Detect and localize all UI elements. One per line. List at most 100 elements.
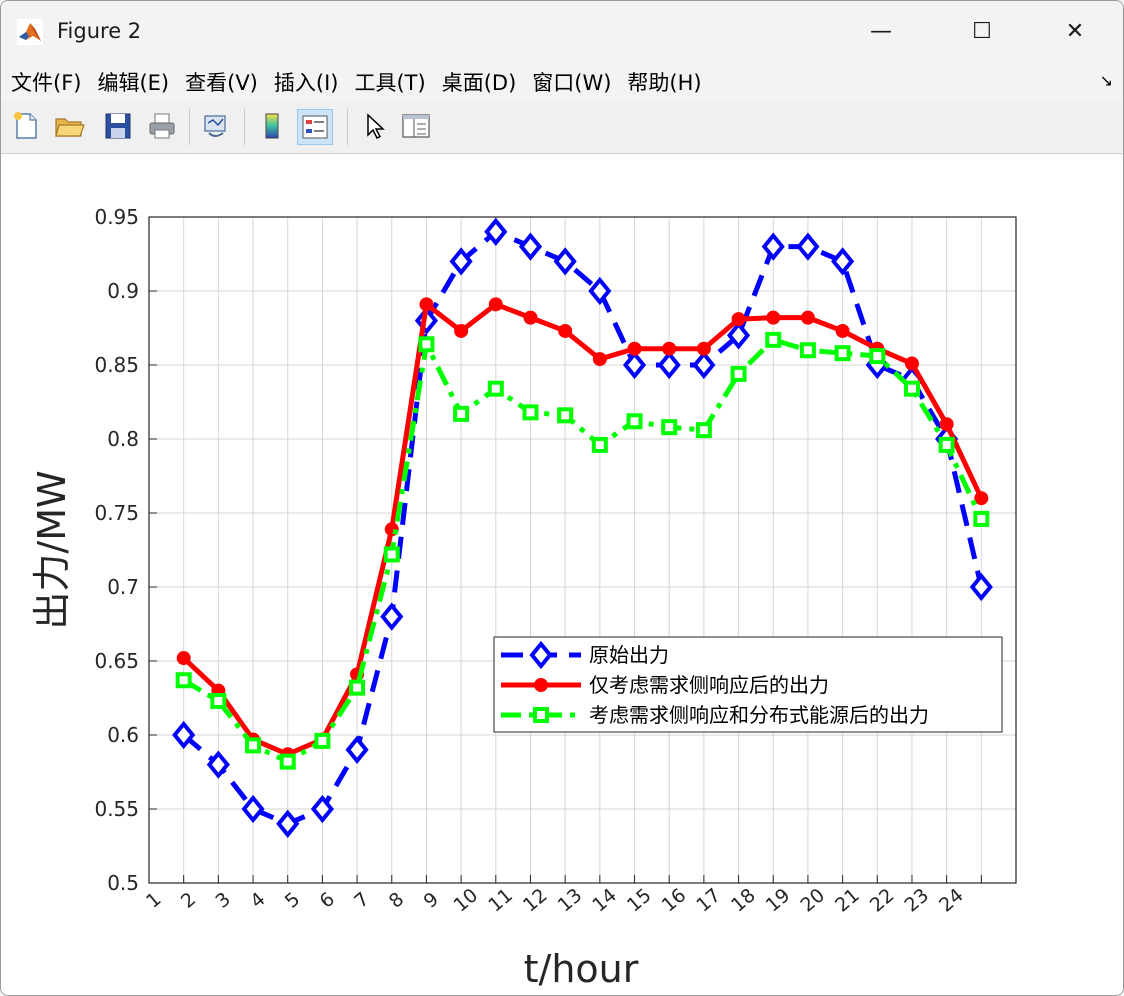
x-tick-label: 1: [142, 888, 165, 913]
maximize-icon: ☐: [972, 18, 992, 44]
data-point: [835, 323, 850, 338]
legend-icon: [302, 115, 328, 139]
data-point: [449, 247, 473, 276]
y-tick-label: 0.95: [94, 205, 139, 229]
x-tick-label: 8: [385, 888, 408, 913]
data-point: [172, 720, 196, 750]
data-point: [453, 405, 470, 422]
close-button[interactable]: ✕: [1052, 11, 1098, 51]
y-tick-label: 0.9: [107, 279, 139, 303]
x-tick-label: 24: [935, 884, 968, 916]
data-point: [553, 247, 577, 276]
data-point: [662, 341, 677, 356]
x-tick-label: 7: [350, 888, 373, 913]
data-point: [696, 341, 711, 356]
menu-view[interactable]: 查看(V): [185, 71, 258, 95]
x-axis-label: t/hour: [524, 947, 639, 991]
x-tick-label: 9: [420, 888, 443, 913]
data-point: [380, 602, 404, 631]
data-point: [904, 356, 919, 371]
data-point: [487, 380, 504, 397]
data-point: [454, 323, 469, 338]
data-point: [591, 436, 608, 453]
legend-entry: 考虑需求侧响应和分布式能源后的出力: [501, 703, 929, 727]
menu-tools[interactable]: 工具(T): [354, 71, 426, 95]
data-point: [279, 753, 296, 770]
series: [172, 217, 993, 838]
y-tick-label: 0.6: [107, 723, 139, 747]
menu-bar: 文件(F) 编辑(E) 查看(V) 插入(I) 工具(T) 桌面(D) 窗口(W…: [1, 63, 1123, 101]
print-button[interactable]: [145, 109, 179, 143]
x-tick-label: 16: [658, 884, 691, 916]
data-point: [210, 692, 227, 709]
data-point: [626, 413, 643, 430]
data-point: [765, 331, 782, 348]
data-point: [834, 345, 851, 362]
legend-label: 原始出力: [589, 643, 669, 667]
data-point: [766, 310, 781, 325]
data-point: [349, 679, 366, 696]
data-point: [974, 491, 989, 506]
data-point: [761, 232, 785, 261]
data-point: [627, 341, 642, 356]
y-tick-label: 0.5: [107, 871, 139, 895]
series-3: [175, 331, 990, 770]
y-axis-label: 出力/MW: [30, 470, 74, 629]
x-tick-label: 2: [177, 888, 200, 913]
data-point: [661, 419, 678, 436]
data-point: [969, 572, 993, 602]
property-inspector-button[interactable]: [399, 109, 433, 143]
data-point: [657, 350, 681, 380]
menu-desktop[interactable]: 桌面(D): [441, 71, 517, 95]
data-point: [523, 310, 538, 325]
x-tick-label: 19: [762, 884, 795, 916]
data-point: [796, 232, 820, 261]
data-point: [592, 352, 607, 367]
menu-overflow-icon[interactable]: ↘: [1099, 71, 1113, 90]
y-tick-label: 0.75: [94, 501, 139, 525]
menu-edit[interactable]: 编辑(E): [97, 71, 170, 95]
series-1: [172, 217, 993, 838]
data-point: [622, 350, 647, 380]
edit-plot-button[interactable]: [357, 109, 391, 143]
legend-button[interactable]: [297, 109, 333, 145]
data-point: [557, 407, 574, 424]
title-bar[interactable]: Figure 2 — ☐ ✕: [1, 1, 1123, 63]
matlab-logo-icon: [17, 19, 43, 45]
x-tick-label: 10: [450, 884, 483, 916]
legend-entry: 原始出力: [501, 640, 669, 670]
toolbar-separator: [347, 109, 348, 145]
save-button[interactable]: [101, 109, 135, 143]
x-tick-label: 18: [727, 884, 760, 916]
menu-file[interactable]: 文件(F): [11, 71, 82, 95]
x-tick-label: 21: [831, 884, 864, 916]
pointer-icon: [367, 113, 385, 140]
new-figure-button[interactable]: [9, 109, 43, 143]
x-tick-label: 14: [588, 884, 621, 916]
legend-label: 考虑需求侧响应和分布式能源后的出力: [589, 703, 929, 727]
data-point: [799, 342, 816, 359]
new-file-icon: [14, 112, 37, 139]
maximize-button[interactable]: ☐: [959, 11, 1005, 51]
colorbar-button[interactable]: [255, 109, 289, 143]
link-plot-button[interactable]: [199, 109, 233, 143]
data-point: [314, 732, 331, 749]
data-point: [831, 247, 855, 276]
toolbar-separator: [189, 109, 190, 145]
grid: [149, 216, 1016, 884]
menu-help[interactable]: 帮助(H): [627, 71, 702, 95]
x-tick-label: 15: [623, 884, 656, 916]
x-axis-ticks: 1 2 3 4 5 6 7 8 9 10 11 12 13 14 15 16 17 18 19 20 21 22 23 24: [142, 875, 982, 917]
x-tick-label: 12: [519, 884, 552, 916]
y-tick-label: 0.8: [107, 427, 139, 451]
data-point: [731, 312, 746, 327]
save-icon: [105, 113, 131, 139]
open-button[interactable]: [53, 109, 87, 143]
x-tick-label: 11: [484, 884, 517, 916]
minimize-button[interactable]: —: [858, 11, 904, 51]
data-point: [939, 417, 954, 432]
menu-insert[interactable]: 插入(I): [273, 71, 339, 95]
menu-window[interactable]: 窗口(W): [532, 71, 612, 95]
